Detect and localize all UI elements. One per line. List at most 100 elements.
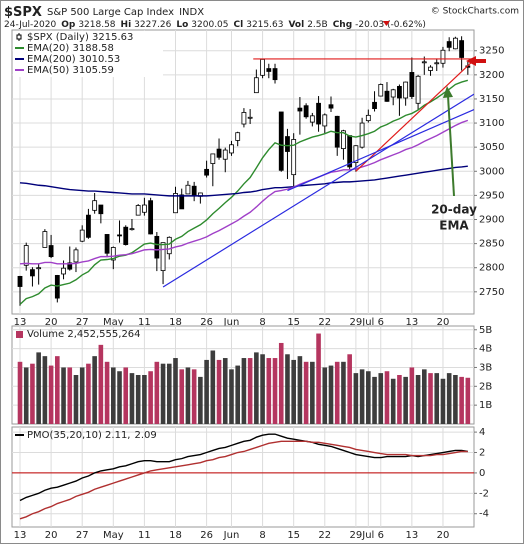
volume-bar [409, 367, 415, 424]
x-tick-label: 6 [378, 530, 384, 541]
candle-body [434, 62, 440, 65]
volume-bar [254, 352, 259, 424]
plot-area [17, 36, 474, 306]
y-tick-label: 2750 [479, 287, 504, 298]
volume-bar [415, 375, 421, 424]
quote-line: 24-Jul-2020 Op 3218.58 Hi 3227.26 Lo 3200.05 Cl… [4, 20, 426, 30]
x-tick-label: 20 [437, 317, 450, 328]
volume-bar [278, 342, 284, 424]
volume-bar [160, 363, 166, 424]
volume-bar [465, 377, 471, 424]
volume-bar [359, 369, 365, 424]
x-tick-label: May [103, 317, 124, 328]
x-tick-label: 13 [14, 530, 27, 541]
volume-bar [440, 378, 446, 424]
volume-bar [148, 371, 153, 424]
volume-bar [247, 358, 253, 424]
candle-body [117, 234, 122, 237]
candle-body [204, 168, 210, 176]
candle-body [341, 130, 346, 150]
volume-bar [372, 376, 377, 424]
down-arrow-icon [382, 21, 390, 26]
series-line [19, 440, 468, 520]
volume-bar [241, 358, 247, 424]
volume-bar [191, 369, 197, 424]
x-tick-label: 13 [405, 530, 418, 541]
volume-bar [67, 367, 73, 424]
volume-bar [23, 367, 29, 424]
candle-body [241, 112, 247, 125]
header-title: $SPX S&P 500 Large Cap Index INDX [4, 5, 204, 20]
candle-body [353, 145, 359, 163]
exchange: INDX [179, 7, 204, 18]
volume-bar [297, 356, 303, 424]
volume-bar [104, 361, 110, 424]
candle-body [135, 205, 141, 216]
quote-value: 3215.63 [246, 20, 283, 30]
volume-bar [179, 369, 185, 424]
quote-value: -20.03 (-0.62%) [355, 20, 426, 30]
candle-body [73, 249, 79, 263]
trend-line [355, 62, 472, 172]
y-tick-label: 2B [479, 381, 492, 392]
candle-body [229, 144, 234, 154]
volume-bar [173, 358, 178, 424]
candle-body [328, 104, 334, 109]
volume-bar [86, 363, 91, 424]
x-tick-label: 26 [200, 530, 213, 541]
y-tick-label: 5B [479, 325, 492, 336]
volume-bar [154, 361, 160, 424]
x-tick-label: 15 [287, 530, 300, 541]
y-tick-label: 3250 [479, 46, 504, 57]
volume-bar [291, 359, 296, 424]
volume-bar [129, 373, 135, 424]
candle-body [415, 75, 421, 104]
candle-body [123, 226, 129, 245]
x-tick-label: 6 [378, 317, 384, 328]
quote-label: Cl [234, 20, 244, 30]
candle-body [179, 194, 185, 210]
candle-body [278, 111, 284, 171]
y-tick-label: -2 [479, 488, 489, 499]
y-tick-label: 3050 [479, 142, 504, 153]
volume-bar [366, 371, 371, 424]
candle-body [36, 267, 42, 270]
volume-bar [123, 367, 129, 424]
volume-bar [453, 375, 458, 424]
volume-bar [204, 359, 209, 424]
volume-bar [272, 358, 278, 424]
candle-body [191, 185, 197, 197]
trend-line [162, 93, 474, 288]
y-tick-label: 3200 [479, 70, 504, 81]
volume-bar [266, 358, 272, 424]
y-tick-label: 3B [479, 362, 492, 373]
y-tick-label: 2950 [479, 190, 504, 201]
volume-bar [260, 354, 265, 424]
x-tick-label: Jul [361, 317, 374, 328]
y-tick-label: 3000 [479, 166, 504, 177]
quote-value: 2.5B [307, 20, 328, 30]
candle-body [166, 236, 172, 255]
volume-bar [185, 367, 191, 424]
series-line [19, 79, 469, 305]
annotation-text: 20-day [431, 203, 477, 217]
volume-bar [334, 361, 340, 424]
volume-bar [111, 367, 116, 424]
candle-body [316, 102, 321, 125]
volume-bar [30, 363, 35, 424]
candle-body [446, 41, 452, 48]
panel-frame [11, 426, 475, 528]
candle-body [141, 204, 147, 213]
candle-body [372, 101, 377, 109]
candle-body [222, 149, 228, 160]
volume-bar [328, 365, 334, 424]
x-tick-label: Jul [361, 530, 374, 541]
volume-bar [434, 373, 440, 424]
x-tick-label: 22 [318, 530, 331, 541]
volume-bar [459, 376, 464, 424]
volume-bar [92, 356, 97, 424]
volume-bar [390, 378, 396, 424]
candle-body [272, 68, 278, 81]
volume-bar [42, 356, 48, 424]
volume-bar [17, 361, 23, 424]
